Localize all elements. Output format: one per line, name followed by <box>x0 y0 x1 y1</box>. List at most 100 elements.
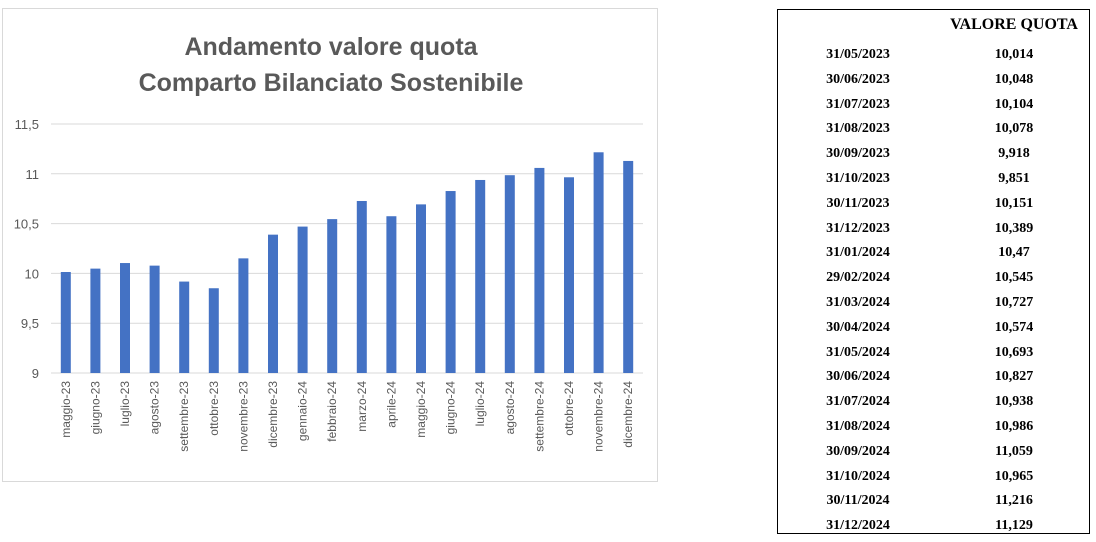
table-row: 31/07/2023 10,104 <box>778 97 1091 121</box>
x-tick-label: luglio-23 <box>118 381 132 427</box>
bar-settembre-24 <box>534 167 545 373</box>
table-row: 30/04/2024 10,574 <box>778 320 1091 344</box>
table-row: 30/06/2023 10,048 <box>778 72 1091 96</box>
x-tick-label: luglio-24 <box>473 381 487 427</box>
table-row: 30/09/2024 11,059 <box>778 444 1091 468</box>
chart-title: Andamento valore quota Comparto Bilancia… <box>3 29 659 101</box>
y-tick-label: 11,5 <box>15 117 39 132</box>
row-value: 10,693 <box>994 344 1034 360</box>
table-row: 30/06/2024 10,827 <box>778 369 1091 393</box>
row-date: 31/10/2023 <box>826 171 890 186</box>
bar-gennaio-24 <box>297 226 308 373</box>
x-tick-label: febbraio-24 <box>325 381 339 442</box>
bar-maggio-23 <box>60 272 71 373</box>
row-date: 31/08/2024 <box>826 419 890 434</box>
x-tick-label: giugno-23 <box>88 381 102 435</box>
row-date: 30/11/2023 <box>826 195 890 211</box>
row-date: 29/02/2024 <box>826 270 890 286</box>
row-value: 11,216 <box>995 493 1033 509</box>
table-row: 31/05/2023 10,014 <box>778 47 1091 71</box>
row-value: 10,986 <box>994 419 1034 434</box>
row-date: 31/12/2023 <box>826 220 890 236</box>
row-value: 10,574 <box>994 319 1034 335</box>
row-value: 10,389 <box>994 220 1034 236</box>
row-value: 11,129 <box>995 518 1033 534</box>
table-row: 31/03/2024 10,727 <box>778 295 1091 319</box>
bar-agosto-23 <box>149 265 160 373</box>
chart-title-line-1: Andamento valore quota <box>184 33 478 61</box>
row-value: 9,918 <box>998 146 1030 162</box>
bar-dicembre-24 <box>623 160 634 373</box>
bar-ottobre-24 <box>564 177 574 373</box>
x-tick-label: gennaio-24 <box>296 381 310 441</box>
table-row: 31/08/2023 10,078 <box>778 121 1091 145</box>
quota-table: VALORE QUOTA 31/05/2023 10,014 30/06/2023 1… <box>777 9 1090 534</box>
bar-giugno-24 <box>445 191 456 373</box>
row-value: 9,851 <box>998 171 1030 186</box>
row-value: 10,078 <box>994 121 1034 137</box>
bar-giugno-23 <box>90 268 101 373</box>
x-tick-label: novembre-24 <box>592 381 606 452</box>
x-tick-label: maggio-23 <box>59 381 73 438</box>
table-row: 29/02/2024 10,545 <box>778 270 1091 294</box>
y-tick-label: 10,5 <box>14 217 39 232</box>
row-date: 30/09/2023 <box>826 146 890 162</box>
bar-luglio-23 <box>120 263 130 373</box>
row-date: 31/10/2024 <box>826 468 890 484</box>
chart-title-line-2: Comparto Bilanciato Sostenibile <box>138 69 524 97</box>
row-date: 31/01/2024 <box>826 245 890 261</box>
row-value: 10,104 <box>994 96 1034 112</box>
row-date: 30/06/2024 <box>826 369 890 385</box>
row-value: 11,059 <box>995 443 1033 459</box>
bar-settembre-23 <box>179 281 190 373</box>
x-tick-label: maggio-24 <box>414 381 428 438</box>
x-tick-label: agosto-24 <box>503 381 517 435</box>
x-tick-label: dicembre-24 <box>621 381 635 448</box>
table-row: 31/07/2024 10,938 <box>778 394 1091 418</box>
row-value: 10,938 <box>994 394 1034 410</box>
row-date: 31/07/2023 <box>826 96 890 112</box>
row-date: 30/09/2024 <box>826 443 890 459</box>
bar-agosto-24 <box>504 175 515 373</box>
x-tick-label: aprile-24 <box>384 381 398 428</box>
y-tick-label: 9 <box>32 366 39 381</box>
row-date: 31/08/2023 <box>826 121 890 137</box>
bar-marzo-24 <box>356 200 367 373</box>
x-tick-label: ottobre-24 <box>562 381 576 436</box>
x-tick-label: settembre-23 <box>177 381 191 452</box>
bar-chart: 9 9,5 10 10,5 11 11,5 maggio-23 giugno-23 luglio… <box>14 117 643 452</box>
row-value: 10,727 <box>994 295 1034 310</box>
bar-novembre-23 <box>238 258 249 373</box>
table-row: 31/12/2024 11,129 <box>778 518 1091 542</box>
table-row: 30/09/2023 9,918 <box>778 146 1091 170</box>
table-row: 31/08/2024 10,986 <box>778 419 1091 443</box>
row-value: 10,151 <box>994 195 1034 211</box>
table-row: 31/05/2024 10,693 <box>778 345 1091 369</box>
row-value: 10,048 <box>994 71 1034 87</box>
x-tick-label: giugno-24 <box>444 381 458 435</box>
row-date: 30/11/2024 <box>826 493 890 509</box>
row-value: 10,965 <box>994 468 1034 484</box>
row-value: 10,014 <box>994 47 1034 62</box>
x-tick-label: novembre-23 <box>236 381 250 452</box>
row-value: 10,827 <box>994 369 1034 385</box>
table-row: 31/01/2024 10,47 <box>778 245 1091 269</box>
x-tick-label: agosto-23 <box>148 381 162 435</box>
row-date: 31/07/2024 <box>826 394 890 410</box>
chart-container: Andamento valore quota Comparto Bilancia… <box>2 8 658 482</box>
bar-aprile-24 <box>386 216 397 373</box>
bar-ottobre-23 <box>208 288 219 373</box>
table-row: 31/12/2023 10,389 <box>778 221 1091 245</box>
row-date: 30/06/2023 <box>826 71 890 87</box>
y-tick-label: 9,5 <box>21 316 39 331</box>
bar-dicembre-23 <box>268 234 278 373</box>
table-row: 31/10/2024 10,965 <box>778 469 1091 493</box>
row-value: 10,47 <box>998 245 1030 261</box>
table-row: 30/11/2023 10,151 <box>778 196 1091 220</box>
bar-febbraio-24 <box>327 219 338 373</box>
row-date: 31/05/2023 <box>826 47 890 62</box>
x-tick-label: marzo-24 <box>355 381 369 432</box>
row-date: 31/12/2024 <box>826 518 890 534</box>
bar-novembre-24 <box>593 152 604 373</box>
table-row: 31/10/2023 9,851 <box>778 171 1091 195</box>
